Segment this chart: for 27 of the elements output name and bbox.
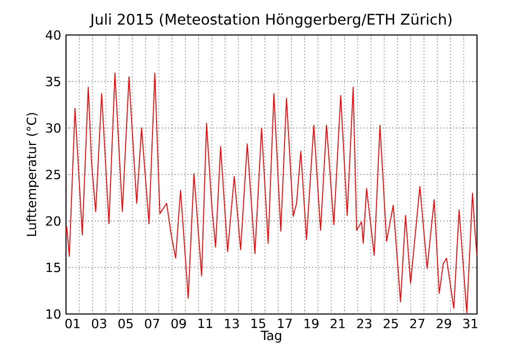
x-tick-label: 05: [118, 318, 133, 328]
x-tick-label: 29: [436, 318, 452, 328]
y-tick-label: 25: [46, 170, 60, 180]
x-tick-label: 21: [330, 318, 345, 328]
y-tick-label: 10: [46, 309, 60, 319]
x-tick-label: 31: [463, 318, 478, 328]
y-axis-title: Lufttemperatur (°C): [26, 112, 39, 236]
x-tick-label: 07: [144, 318, 160, 328]
x-tick-label: 03: [92, 318, 106, 328]
y-tick-label: 20: [46, 216, 60, 226]
y-tick-label: 15: [46, 262, 60, 272]
y-tick-label: 40: [46, 30, 60, 40]
x-tick-label: 23: [357, 318, 372, 328]
x-tick-label: 17: [278, 318, 292, 328]
y-tick-label: 35: [46, 76, 60, 86]
x-tick-label: 15: [252, 318, 266, 328]
x-tick-label: 27: [410, 318, 424, 328]
x-tick-label: 19: [304, 318, 318, 328]
line-series: [66, 72, 478, 314]
x-tick-label: 13: [225, 318, 239, 328]
y-tick-label: 30: [46, 123, 60, 133]
chart-title: Juli 2015 (Meteostation Hönggerberg/ETH Zürich): [90, 13, 452, 28]
x-tick-label: 25: [384, 318, 398, 328]
x-tick-label: 09: [171, 318, 186, 328]
x-axis-title: Tag: [260, 330, 282, 343]
x-tick-label: 01: [65, 318, 80, 328]
x-tick-label: 11: [198, 318, 212, 328]
